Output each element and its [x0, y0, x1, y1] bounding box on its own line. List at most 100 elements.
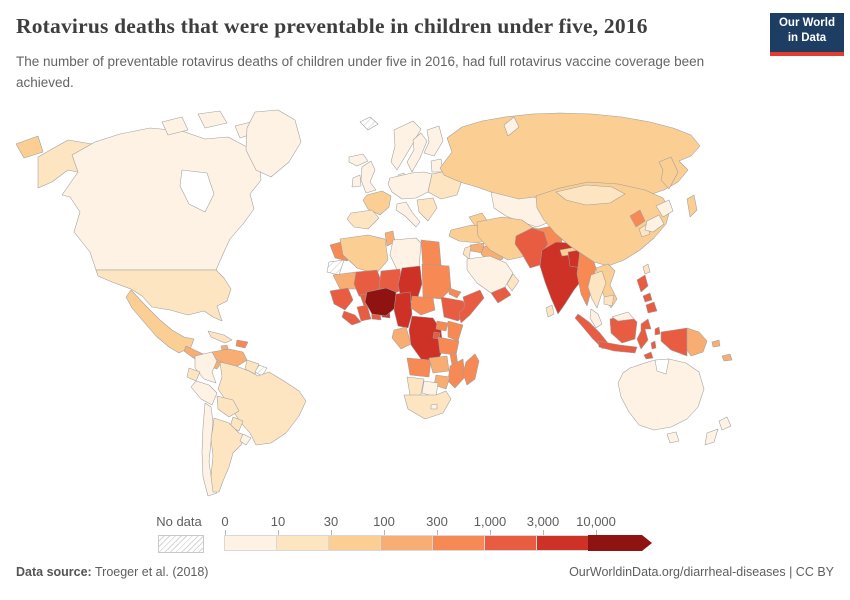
legend-segment-300-1000[interactable]: [432, 535, 485, 551]
country-arctic-islands[interactable]: [197, 110, 228, 129]
country-senegal-guinea[interactable]: [329, 287, 354, 311]
country-chukotka[interactable]: [15, 135, 44, 159]
country-mongolia[interactable]: [555, 184, 626, 206]
legend-tick-mark: [331, 530, 332, 535]
country-new-zealand[interactable]: [718, 416, 732, 431]
country-central-african-republic[interactable]: [410, 295, 436, 316]
license-link[interactable]: OurWorldinData.org/diarrheal-diseases | …: [569, 565, 834, 579]
country-algeria[interactable]: [339, 234, 389, 275]
country-france[interactable]: [362, 190, 392, 216]
owid-logo[interactable]: Our World in Data: [770, 13, 844, 56]
country-argentina[interactable]: [210, 417, 246, 493]
country-madagascar[interactable]: [462, 353, 480, 386]
country-bolivia[interactable]: [216, 395, 240, 418]
country-hispaniola[interactable]: [235, 339, 249, 349]
country-ivory-coast[interactable]: [356, 304, 372, 322]
country-angola[interactable]: [406, 357, 432, 378]
country-philippines[interactable]: [642, 292, 653, 303]
country-peru[interactable]: [190, 380, 218, 406]
country-solomon-islands[interactable]: [711, 339, 721, 348]
country-lesotho[interactable]: [430, 403, 438, 410]
country-gabon-congo[interactable]: [391, 326, 412, 350]
legend-segment-30-100[interactable]: [328, 535, 381, 551]
country-sakhalin[interactable]: [686, 194, 698, 218]
legend-segment-1000-3000[interactable]: [484, 535, 537, 551]
country-guyana-suriname[interactable]: [244, 359, 260, 375]
country-kenya[interactable]: [447, 320, 464, 342]
legend-segment-10000+[interactable]: [588, 535, 652, 551]
country-canada[interactable]: [61, 127, 262, 271]
country-somalia[interactable]: [458, 289, 485, 324]
country-zimbabwe[interactable]: [433, 374, 451, 390]
country-yemen[interactable]: [490, 286, 512, 304]
country-papua-new-guinea[interactable]: [686, 327, 708, 357]
country-ireland[interactable]: [351, 174, 362, 188]
country-saudi-arabia[interactable]: [466, 255, 514, 294]
country-italy[interactable]: [395, 201, 421, 228]
country-svalbard[interactable]: [359, 116, 379, 131]
country-philippines[interactable]: [645, 301, 658, 314]
country-cambodia[interactable]: [603, 294, 615, 307]
country-china[interactable]: [535, 181, 671, 267]
country-usa[interactable]: [95, 269, 232, 322]
legend-segment-100-300[interactable]: [380, 535, 433, 551]
country-sweden[interactable]: [406, 132, 428, 173]
chart-subtitle: The number of preventable rotavirus deat…: [16, 54, 705, 90]
country-indonesia-sulawesi[interactable]: [636, 318, 652, 350]
country-north-korea[interactable]: [629, 209, 646, 228]
country-australia[interactable]: [617, 358, 705, 431]
country-east-timor[interactable]: [643, 351, 654, 360]
country-tasmania[interactable]: [666, 431, 680, 444]
country-uruguay[interactable]: [239, 433, 252, 446]
country-botswana[interactable]: [421, 380, 439, 398]
country-malaysia-borneo[interactable]: [611, 311, 635, 322]
country-uganda[interactable]: [435, 320, 449, 332]
country-zambia[interactable]: [428, 355, 450, 374]
country-novaya-zemlya[interactable]: [503, 116, 520, 137]
legend-segment-0-10[interactable]: [224, 535, 277, 551]
country-oman[interactable]: [506, 273, 520, 292]
country-balkans[interactable]: [416, 197, 438, 222]
country-japan[interactable]: [644, 214, 665, 233]
country-norway[interactable]: [390, 120, 422, 171]
country-sierra-leone-liberia[interactable]: [341, 310, 362, 326]
country-colombia[interactable]: [194, 351, 218, 384]
country-cameroon[interactable]: [393, 291, 413, 329]
country-indonesia-papua[interactable]: [660, 327, 688, 357]
country-nigeria[interactable]: [364, 287, 397, 317]
country-indonesia-moluccas[interactable]: [650, 340, 657, 350]
country-south-africa[interactable]: [403, 390, 452, 420]
country-iberia[interactable]: [346, 209, 380, 230]
country-arctic-islands[interactable]: [161, 116, 189, 136]
country-cuba[interactable]: [207, 330, 233, 344]
country-egypt[interactable]: [420, 239, 442, 269]
country-taiwan[interactable]: [642, 263, 651, 275]
country-western-sahara[interactable]: [326, 259, 345, 276]
country-eritrea[interactable]: [448, 287, 462, 299]
country-new-caledonia[interactable]: [721, 353, 733, 362]
country-iceland[interactable]: [348, 153, 369, 167]
country-indonesia-sumatra[interactable]: [574, 313, 609, 350]
country-philippines[interactable]: [636, 274, 649, 293]
legend-segment-3000-10000[interactable]: [536, 535, 589, 551]
legend-tick-label: 10,000: [576, 514, 616, 529]
country-sri-lanka[interactable]: [545, 304, 555, 318]
legend-ticks: 0 10 30 100 300 1,000 3,000 10,000: [221, 510, 705, 544]
country-jordan-israel[interactable]: [462, 245, 472, 260]
country-sudan[interactable]: [421, 263, 452, 300]
legend-segment-10-30[interactable]: [276, 535, 329, 551]
country-finland[interactable]: [423, 125, 444, 157]
country-thailand[interactable]: [587, 270, 607, 309]
country-indonesia-java[interactable]: [597, 340, 638, 354]
country-indonesia-moluccas[interactable]: [654, 326, 661, 336]
country-new-zealand[interactable]: [704, 428, 719, 446]
country-japan[interactable]: [655, 199, 674, 218]
legend-tick-mark: [225, 530, 226, 535]
country-malaysia[interactable]: [589, 308, 603, 329]
legend-no-data-swatch[interactable]: [158, 535, 204, 553]
country-central-europe[interactable]: [387, 171, 433, 200]
country-mozambique[interactable]: [447, 358, 466, 389]
country-kamchatka[interactable]: [658, 156, 679, 190]
country-uk[interactable]: [360, 160, 377, 194]
country-greenland[interactable]: [245, 109, 302, 178]
